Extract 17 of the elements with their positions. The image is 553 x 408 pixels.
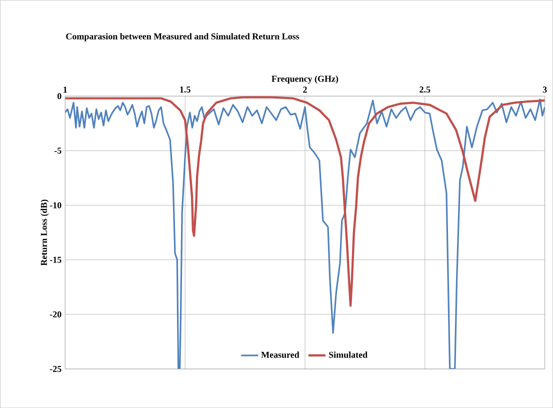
y-tick-label: -25: [50, 366, 62, 372]
y-tick-label: -10: [50, 202, 62, 208]
legend-label: Measured: [261, 351, 300, 358]
y-tick-label: 0: [57, 93, 62, 100]
x-tick-label: 2: [303, 86, 307, 93]
x-tick-label: 2.5: [420, 86, 430, 93]
x-axis-title: Frequency (GHz): [272, 75, 338, 84]
y-tick-label: -20: [50, 311, 62, 318]
y-axis-title: Return Loss (dB): [40, 200, 49, 266]
y-tick-label: -15: [50, 256, 62, 263]
x-tick-label: 1: [64, 86, 67, 93]
x-tick-label: 3: [542, 86, 547, 93]
chart-title: Comparasion between Measured and Simulated Return Loss: [66, 33, 300, 42]
legend-label: Simulated: [329, 351, 368, 358]
y-tick-label: -5: [54, 148, 62, 154]
x-tick-label: 1.5: [180, 86, 190, 93]
line-series: [65, 98, 545, 369]
